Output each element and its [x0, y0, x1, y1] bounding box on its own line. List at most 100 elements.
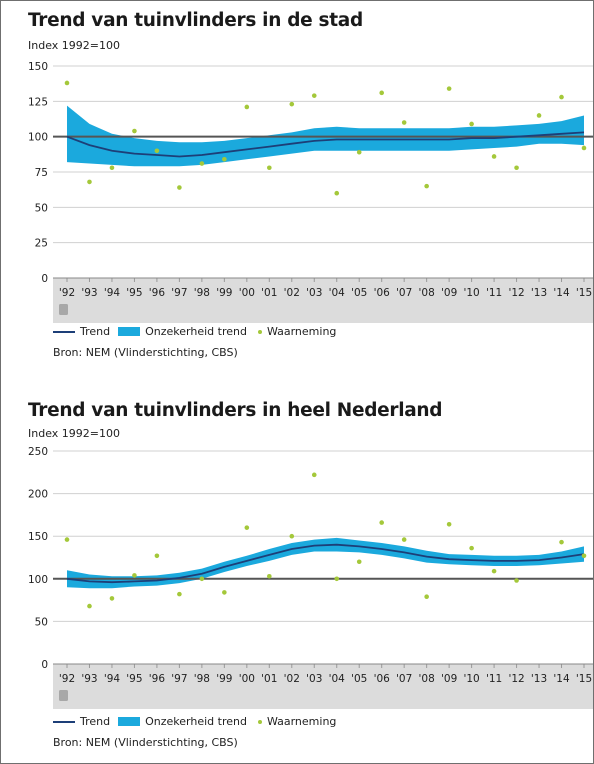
- observation-point: [199, 576, 205, 582]
- x-tick-label: '94: [104, 287, 121, 299]
- observation-point: [109, 165, 115, 171]
- legend-swatch-obs: [257, 719, 262, 724]
- observation-point: [334, 190, 340, 196]
- y-tick-label: 50: [35, 202, 48, 214]
- x-tick-label: '95: [126, 673, 142, 685]
- x-tick-label: '07: [396, 287, 412, 299]
- y-tick-label: 150: [28, 531, 48, 543]
- chart-city: Trend van tuinvlinders in de stad Index …: [1, 1, 593, 373]
- observation-point: [289, 101, 295, 107]
- x-axis-strip: [53, 278, 593, 323]
- y-tick-label: 0: [41, 659, 48, 671]
- observation-point: [222, 590, 227, 595]
- x-tick-label: '97: [171, 673, 187, 685]
- x-tick-label: '96: [149, 287, 166, 299]
- x-tick-label: '05: [351, 673, 367, 685]
- observation-point: [199, 161, 205, 166]
- legend-label-trend: Trend: [80, 715, 111, 728]
- observation-point: [559, 94, 564, 100]
- legend-label-obs: Waarneming: [266, 325, 337, 338]
- observation-point: [379, 520, 384, 525]
- x-tick-label: '12: [508, 673, 524, 685]
- observation-point: [491, 154, 497, 159]
- observation-point: [267, 573, 272, 579]
- observation-point: [87, 603, 92, 609]
- x-tick-label: '04: [329, 673, 346, 685]
- x-tick-label: '92: [59, 673, 75, 685]
- x-tick-label: '11: [486, 673, 502, 685]
- y-tick-label: 0: [41, 273, 48, 285]
- x-tick-label: '98: [194, 673, 210, 685]
- observation-point: [514, 165, 519, 171]
- x-tick-label: '94: [104, 673, 121, 685]
- chart-title: Trend van tuinvlinders in heel Nederland: [28, 400, 443, 421]
- legend-swatch-band: [118, 717, 141, 726]
- observation-point: [64, 537, 70, 542]
- chart-source: Bron: NEM (Vlinderstichting, CBS): [53, 736, 238, 749]
- observation-point: [536, 113, 542, 118]
- observation-point: [311, 93, 317, 98]
- x-tick-label: '15: [576, 673, 592, 685]
- observation-point: [356, 559, 362, 565]
- x-tick-label: '09: [441, 287, 457, 299]
- x-tick-label: '00: [239, 287, 255, 299]
- observation-point: [311, 472, 317, 478]
- observation-point: [469, 121, 474, 127]
- observation-point: [177, 185, 182, 190]
- x-tick-label: '99: [216, 287, 232, 299]
- x-axis-strip: [53, 664, 593, 709]
- observation-point: [244, 104, 250, 110]
- x-tick-label: '98: [194, 287, 210, 299]
- legend-label-band: Onzekerheid trend: [145, 715, 247, 728]
- legend-item-trend: Trend: [53, 715, 110, 728]
- x-tick-label: '96: [149, 673, 166, 685]
- chart-netherlands: Trend van tuinvlinders in heel Nederland…: [1, 389, 593, 763]
- x-tick-label: '06: [374, 673, 391, 685]
- legend-item-obs: Waarneming: [255, 715, 336, 728]
- legend: Trend Onzekerheid trend Waarneming: [53, 715, 344, 728]
- x-tick-label: '10: [463, 673, 479, 685]
- observation-point: [289, 533, 295, 539]
- observation-point: [446, 521, 452, 527]
- x-tick-label: '08: [419, 673, 435, 685]
- legend-item-band: Onzekerheid trend: [118, 325, 247, 338]
- x-tick-label: '09: [441, 673, 457, 685]
- legend-item-trend: Trend: [53, 325, 110, 338]
- legend-label-band: Onzekerheid trend: [145, 325, 247, 338]
- observation-point: [424, 183, 429, 189]
- x-tick-label: '08: [419, 287, 435, 299]
- x-tick-label: '13: [531, 673, 547, 685]
- observation-point: [401, 120, 407, 125]
- observation-point: [154, 553, 160, 559]
- y-tick-label: 125: [28, 96, 48, 108]
- chart-plot: 0 50 100 150 200 250 '92 '93 '94 '95 '96 '97 '98 '99 '…: [28, 446, 593, 709]
- legend-item-obs: Waarneming: [255, 325, 336, 338]
- observation-point: [356, 149, 362, 155]
- trend-line: [66, 543, 585, 584]
- legend-swatch-trend: [53, 720, 75, 723]
- observation-point: [424, 594, 429, 599]
- observation-point: [514, 578, 519, 583]
- chart-subtitle: Index 1992=100: [28, 39, 120, 52]
- observation-point: [334, 576, 340, 582]
- observation-point: [446, 86, 452, 91]
- x-tick-label: '13: [531, 287, 547, 299]
- x-tick-label: '97: [171, 287, 187, 299]
- x-tick-label: '95: [126, 287, 142, 299]
- chart-title: Trend van tuinvlinders in de stad: [28, 10, 363, 31]
- x-tick-label: '02: [284, 287, 300, 299]
- x-tick-label: '93: [81, 287, 97, 299]
- observation-point: [87, 179, 92, 185]
- y-tick-label: 75: [35, 167, 48, 179]
- observation-point: [491, 568, 497, 574]
- x-tick-label: '01: [261, 287, 277, 299]
- x-tick-label: '12: [508, 287, 524, 299]
- observation-point: [401, 537, 407, 542]
- observation-point: [581, 145, 587, 151]
- x-tick-label: '07: [396, 673, 412, 685]
- y-tick-label: 100: [28, 132, 48, 144]
- trend-line: [66, 131, 585, 158]
- y-tick-label: 150: [28, 61, 48, 73]
- y-tick-label: 50: [35, 616, 48, 628]
